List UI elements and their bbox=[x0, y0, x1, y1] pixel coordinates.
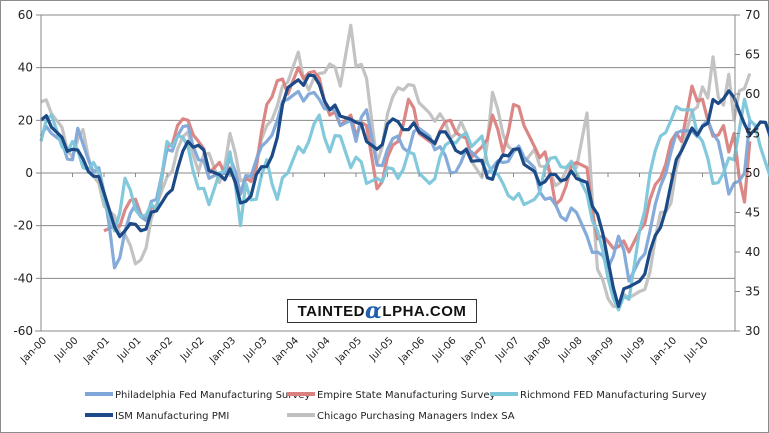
right-tick-label: 35 bbox=[745, 285, 760, 299]
x-tick-label: Jan-00 bbox=[18, 335, 49, 366]
x-tick-label: Jul-03 bbox=[241, 335, 270, 364]
x-tick-label: Jan-06 bbox=[396, 335, 427, 366]
x-tick-label: Jul-07 bbox=[493, 335, 522, 364]
x-tick-label: Jul-00 bbox=[52, 335, 81, 364]
x-tick-label: Jan-04 bbox=[270, 335, 301, 366]
x-tick-label: Jan-05 bbox=[333, 335, 364, 366]
series-line-richmond-fed-manufacturing-survey bbox=[39, 97, 769, 312]
right-tick-label: 55 bbox=[745, 127, 760, 141]
x-axis-ticks: Jan-00 Jul-00 Jan-01 Jul-01 Jan-02 Jul-02 Jan-… bbox=[18, 335, 710, 366]
watermark-logo: TAINTED α LPHA.COM bbox=[287, 299, 477, 323]
legend-label: ISM Manufacturing PMI bbox=[115, 411, 229, 422]
gridlines bbox=[41, 14, 735, 279]
left-axis-ticks: 60 40 20 0 -20 -40 -60 bbox=[13, 8, 41, 338]
x-tick-label: Jul-09 bbox=[619, 335, 648, 364]
watermark-text-right: LPHA.COM bbox=[382, 302, 467, 320]
x-tick-label: Jul-08 bbox=[556, 335, 585, 364]
left-tick-label: -20 bbox=[13, 219, 33, 233]
right-tick-label: 45 bbox=[745, 206, 760, 220]
x-tick-label: Jan-01 bbox=[81, 335, 112, 366]
x-tick-label: Jul-05 bbox=[367, 335, 396, 364]
x-tick-label: Jan-03 bbox=[207, 335, 238, 366]
x-tick-label: Jan-08 bbox=[522, 335, 553, 366]
right-tick-label: 30 bbox=[745, 324, 760, 338]
x-tick-label: Jul-06 bbox=[430, 335, 459, 364]
x-tick-label: Jul-10 bbox=[682, 335, 711, 364]
legend-label: Richmond FED Manufacturing Survey bbox=[520, 390, 707, 401]
right-tick-label: 70 bbox=[745, 8, 760, 22]
x-tick-label: Jul-04 bbox=[304, 335, 333, 364]
x-tick-label: Jul-02 bbox=[178, 335, 207, 364]
left-tick-label: 40 bbox=[18, 61, 33, 75]
left-tick-label: 20 bbox=[18, 113, 33, 127]
legend-label: Chicago Purchasing Managers Index SA bbox=[317, 411, 515, 422]
legend: Philadelphia Fed Manufacturing Survey Emp… bbox=[85, 390, 707, 422]
left-tick-label: 0 bbox=[25, 166, 33, 180]
alpha-logo-icon: α bbox=[364, 298, 383, 324]
legend-label: Philadelphia Fed Manufacturing Survey bbox=[115, 390, 310, 401]
left-tick-label: -60 bbox=[13, 324, 33, 338]
series-lines bbox=[39, 23, 769, 312]
legend-label: Empire State Manufacturing Survey bbox=[317, 390, 496, 401]
right-tick-label: 40 bbox=[745, 245, 760, 259]
right-tick-label: 65 bbox=[745, 48, 760, 62]
right-axis-ticks: 70 65 60 55 50 45 40 35 30 bbox=[735, 8, 760, 338]
left-tick-label: -40 bbox=[13, 271, 33, 285]
series-line-ism-manufacturing-pmi bbox=[39, 73, 769, 309]
left-tick-label: 60 bbox=[18, 8, 33, 22]
x-tick-label: Jan-07 bbox=[459, 335, 490, 366]
x-tick-label: Jan-09 bbox=[585, 335, 616, 366]
watermark-text-left: TAINTED bbox=[297, 302, 365, 320]
x-tick-label: Jan-10 bbox=[648, 335, 679, 366]
x-tick-label: Jul-01 bbox=[115, 335, 144, 364]
right-tick-label: 50 bbox=[745, 166, 760, 180]
right-tick-label: 60 bbox=[745, 87, 760, 101]
x-tick-label: Jan-02 bbox=[144, 335, 175, 366]
